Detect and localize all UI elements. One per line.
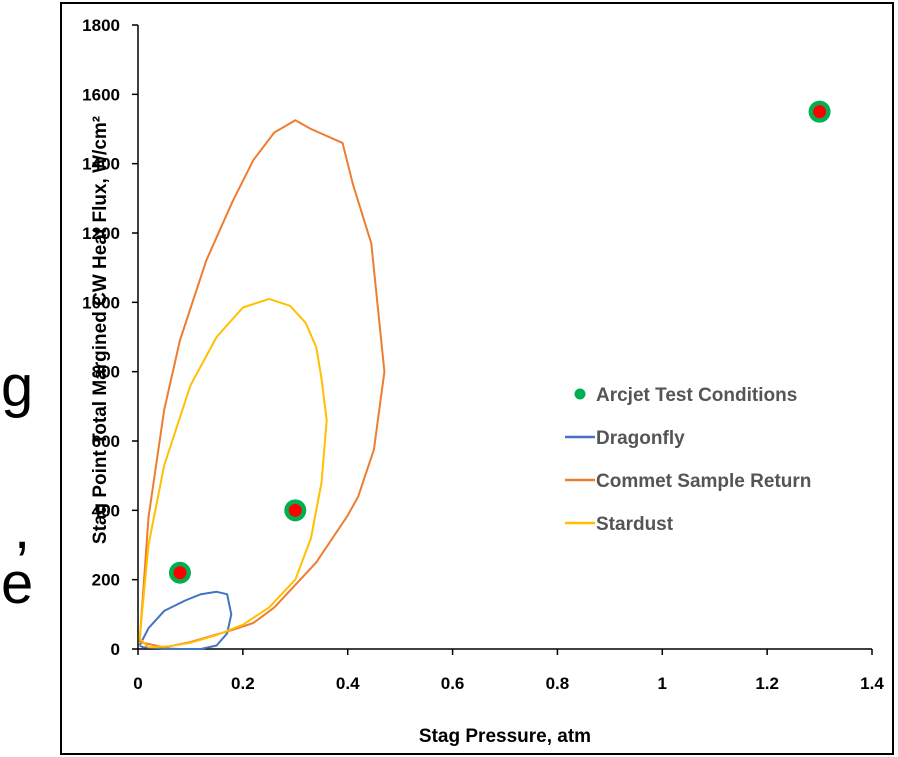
legend-stardust-label: Stardust xyxy=(596,514,674,535)
x-tick-label: 0 xyxy=(133,674,142,693)
series-arcjet-test-conditions-point-core xyxy=(288,503,302,517)
x-tick-label: 0.4 xyxy=(336,674,360,693)
legend-arcjet-test-conditions-swatch xyxy=(574,388,586,400)
y-tick-label: 400 xyxy=(92,501,120,520)
legend-dragonfly-label: Dragonfly xyxy=(596,428,685,449)
curve-group xyxy=(138,119,386,650)
background-fragment-e: e xyxy=(1,551,34,616)
series-stardust-curve xyxy=(138,297,328,649)
x-tick-label: 1.2 xyxy=(755,674,779,693)
point-group xyxy=(168,100,831,584)
y-tick-label: 0 xyxy=(111,640,120,659)
series-arcjet-test-conditions-point-core xyxy=(173,566,187,580)
y-tick-label: 1800 xyxy=(82,16,120,35)
legend-arcjet-test-conditions-label: Arcjet Test Conditions xyxy=(596,385,797,406)
background-fragment-comma: , xyxy=(14,496,31,561)
y-tick-group: 0 200 400 600 800 1000 1200 1400 1600 1800 xyxy=(82,16,138,659)
y-tick-label: 1600 xyxy=(82,85,120,104)
x-tick-group: 0 0.2 0.4 0.6 0.8 1 1.2 1.4 xyxy=(133,649,884,693)
series-arcjet-test-conditions-point-core xyxy=(813,105,827,119)
x-tick-label: 0.8 xyxy=(546,674,570,693)
series-dragonfly-curve xyxy=(138,590,233,650)
x-tick-label: 0.2 xyxy=(231,674,255,693)
x-tick-label: 1 xyxy=(658,674,667,693)
y-tick-label: 800 xyxy=(92,363,120,382)
chart-border xyxy=(60,2,894,755)
axes xyxy=(137,25,872,650)
legend: Arcjet Test Conditions Dragonfly Commet Sa… xyxy=(565,385,811,535)
x-axis-title: Stag Pressure, atm xyxy=(419,726,591,747)
x-tick-label: 1.4 xyxy=(860,674,884,693)
background-fragment-g: g xyxy=(1,354,34,419)
y-tick-label: 1200 xyxy=(82,224,120,243)
y-tick-label: 1000 xyxy=(82,293,120,312)
y-tick-label: 1400 xyxy=(82,155,120,174)
y-tick-label: 200 xyxy=(92,571,120,590)
y-axis-title: Stag Point Total Margined CW Heat Flux, … xyxy=(90,116,111,544)
legend-commet-sample-return-label: Commet Sample Return xyxy=(596,471,811,492)
x-tick-label: 0.6 xyxy=(441,674,465,693)
series-commet-sample-return-curve xyxy=(138,119,386,649)
y-tick-label: 600 xyxy=(92,432,120,451)
